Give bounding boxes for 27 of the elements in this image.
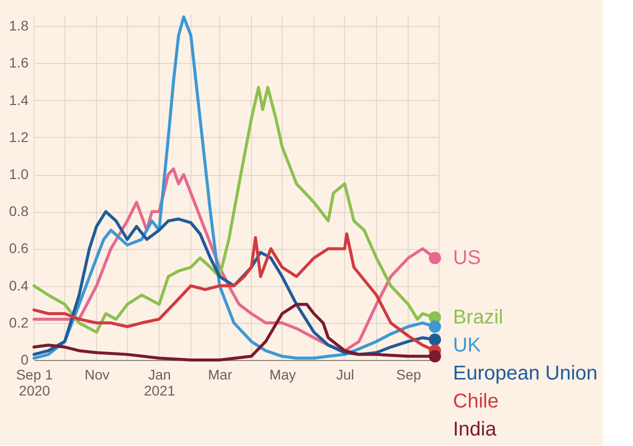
x-tick-label: Sep	[396, 366, 422, 382]
y-tick-label: 1.2	[9, 128, 29, 145]
y-tick-label: 1.0	[9, 166, 29, 182]
y-tick-label: 0	[20, 352, 29, 368]
series-label: European Union	[453, 362, 598, 384]
x-tick-label: Nov	[84, 366, 110, 382]
y-tick-label: 0.2	[9, 314, 29, 330]
x-tick-label: Sep 1 2020	[16, 366, 54, 398]
y-tick-label: 1.8	[9, 18, 29, 34]
y-tick-label: 0.4	[9, 277, 29, 294]
series-label: UK	[453, 334, 482, 356]
series-label: Chile	[453, 390, 499, 412]
y-tick-label: 1.6	[9, 54, 29, 71]
point	[428, 320, 442, 333]
x-tick-label: Jul	[336, 366, 354, 382]
x-tick-label: Jan 2021	[144, 366, 176, 398]
text: India	[453, 418, 498, 440]
y-tick-label: 1.4	[9, 92, 29, 108]
x-tick-label: May	[269, 366, 296, 382]
point	[428, 333, 442, 346]
y-tick-label: 0.6	[9, 240, 29, 256]
point	[428, 350, 442, 362]
point	[428, 252, 442, 264]
series-label: Brazil	[453, 306, 504, 328]
series-label: US	[453, 246, 481, 269]
x-tick-label: Mar	[208, 366, 232, 382]
y-tick-label: 0.8	[9, 203, 29, 220]
